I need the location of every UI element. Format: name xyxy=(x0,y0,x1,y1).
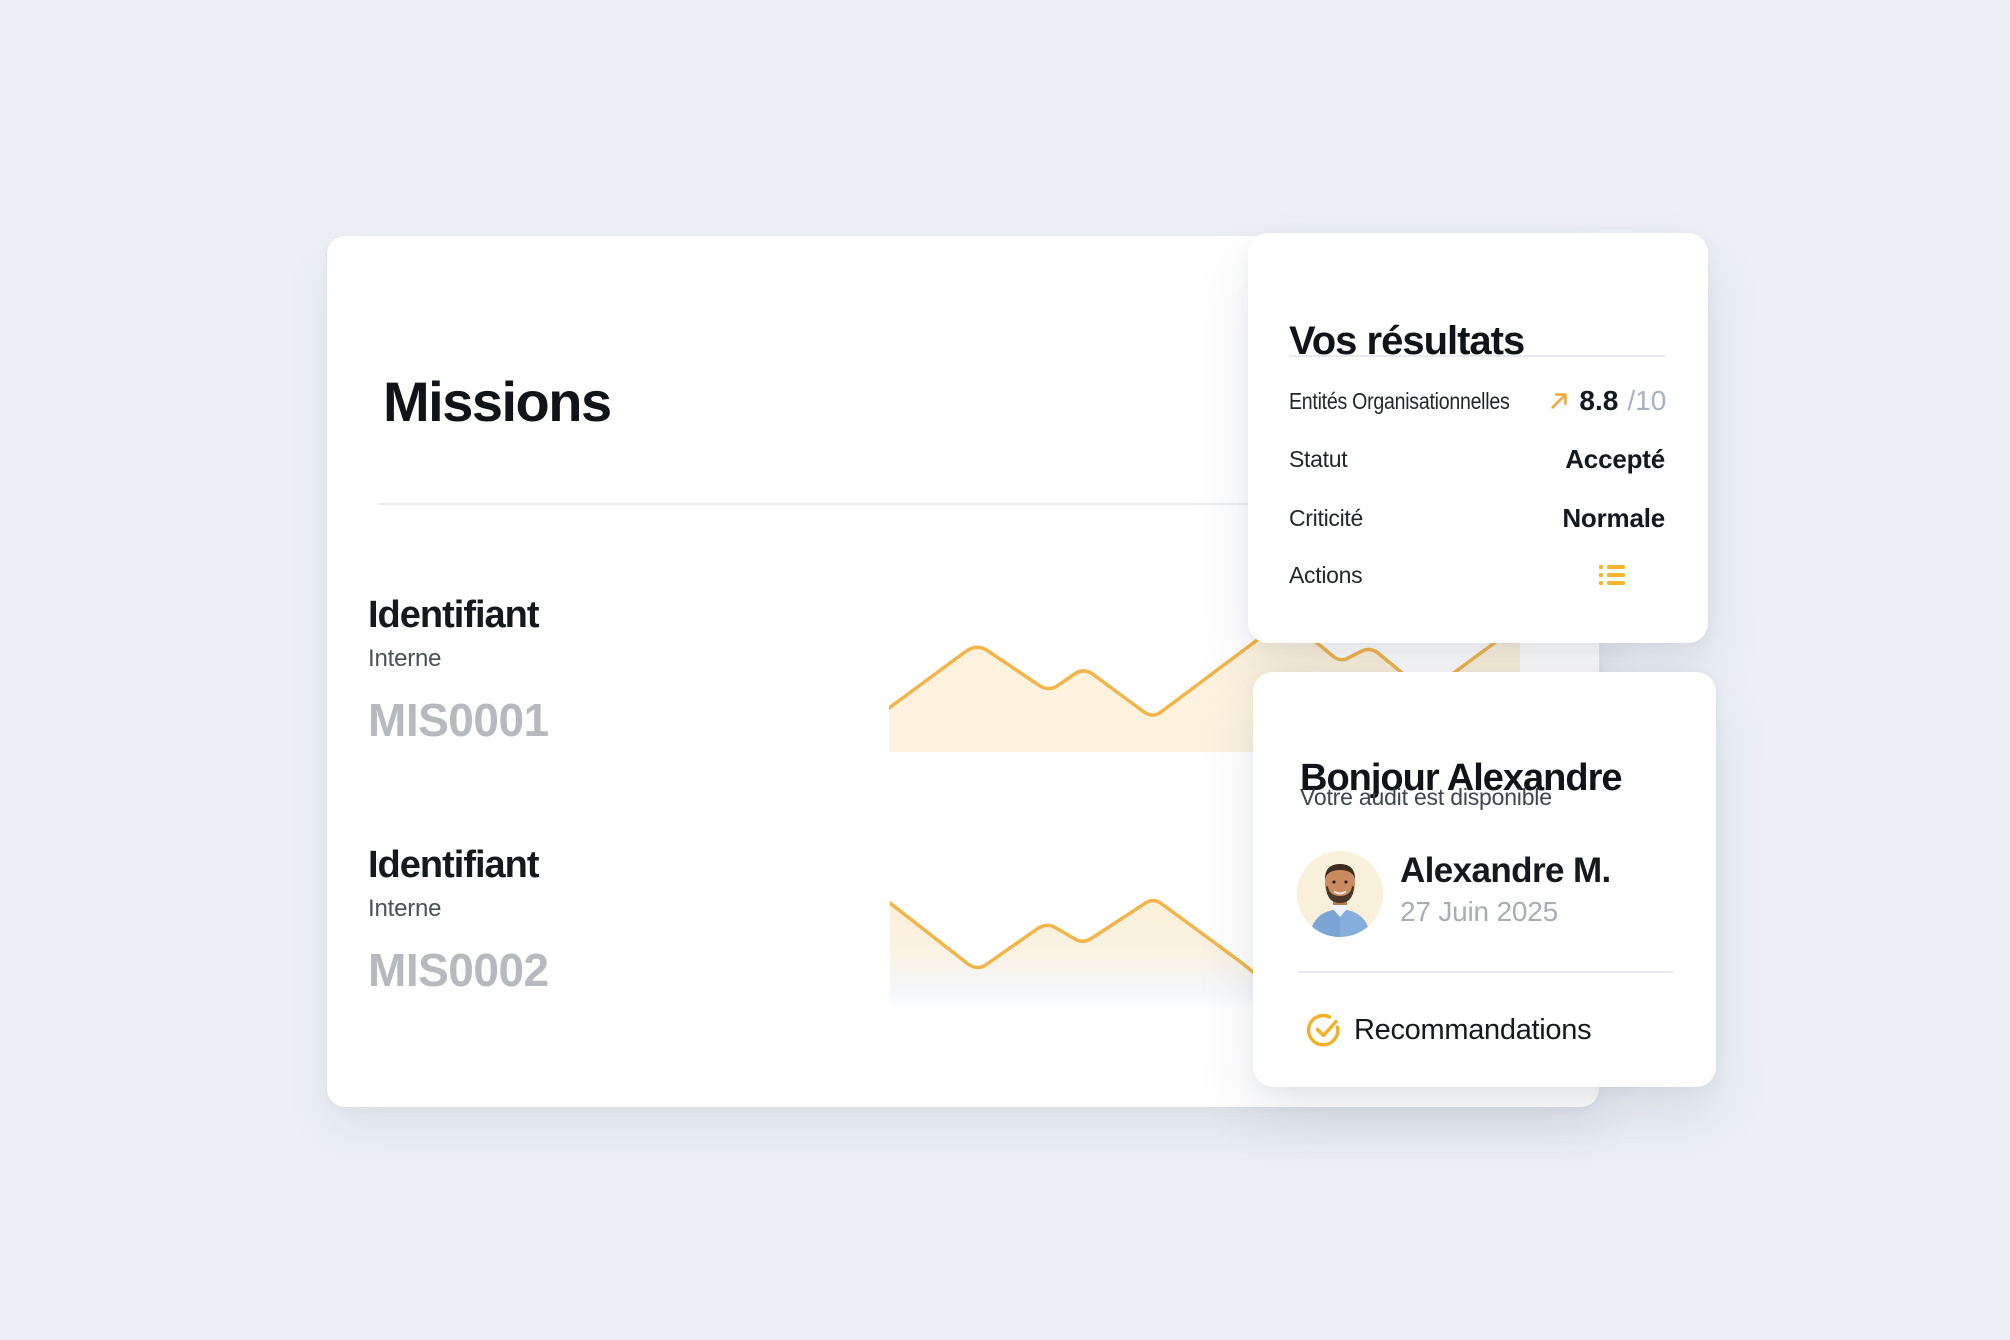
result-label: Criticité xyxy=(1289,504,1363,531)
actions-button[interactable] xyxy=(1599,564,1625,586)
score-number: 8.8 xyxy=(1579,385,1619,416)
greeting-divider xyxy=(1298,971,1673,973)
results-card-title: Vos résultats xyxy=(1289,319,1525,364)
recommendations-link[interactable]: Recommandations xyxy=(1305,1012,1592,1048)
user-name: Alexandre M. xyxy=(1400,851,1611,890)
results-divider xyxy=(1289,355,1665,357)
list-icon xyxy=(1599,565,1625,585)
result-row-criticite: Criticité Normale xyxy=(1289,500,1665,536)
mission-row-id: MIS0001 xyxy=(368,694,549,746)
result-label: Statut xyxy=(1289,445,1348,472)
recommendations-label: Recommandations xyxy=(1354,1013,1592,1046)
result-row-statut: Statut Accepté xyxy=(1289,441,1665,477)
mission-row-sublabel: Interne xyxy=(368,895,442,922)
score-suffix: /10 xyxy=(1627,385,1667,416)
user-date: 27 Juin 2025 xyxy=(1400,896,1558,927)
mission-row-mis0001[interactable]: Identifiant Interne MIS0001 xyxy=(368,596,928,743)
result-label: Actions xyxy=(1289,561,1363,588)
mission-row-label: Identifiant xyxy=(368,844,540,886)
avatar-person-illustration xyxy=(1297,851,1383,937)
title-divider xyxy=(377,503,1549,505)
check-circle-icon xyxy=(1306,1013,1340,1047)
mission-row-id: MIS0002 xyxy=(368,944,549,996)
trend-up-right-icon xyxy=(1551,393,1568,409)
results-card: Vos résultats Entités Organisationnelles… xyxy=(1248,233,1708,643)
result-value: Accepté xyxy=(1565,443,1665,474)
avatar xyxy=(1297,851,1383,937)
greeting-card: Bonjour Alexandre Votre audit est dispon… xyxy=(1253,672,1716,1087)
score-value: 8.8/10 xyxy=(1548,385,1666,417)
result-row-actions: Actions xyxy=(1289,557,1665,593)
result-row-entites: Entités Organisationnelles 8.8/10 xyxy=(1289,383,1666,419)
greeting-subtitle: Votre audit est disponible xyxy=(1300,784,1552,810)
result-label: Entités Organisationnelles xyxy=(1289,387,1510,414)
mission-row-sublabel: Interne xyxy=(368,645,442,672)
greeting-title: Bonjour Alexandre xyxy=(1300,756,1623,799)
mission-row-label: Identifiant xyxy=(368,594,540,636)
page-title: Missions xyxy=(383,369,612,433)
result-value: Normale xyxy=(1562,502,1665,533)
mission-row-mis0002[interactable]: Identifiant Interne MIS0002 xyxy=(368,846,928,993)
